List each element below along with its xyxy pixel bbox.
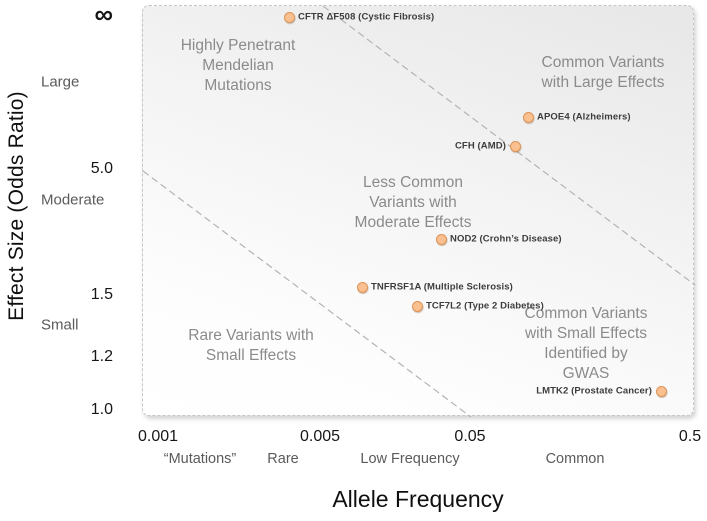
region-label-line: GWAS	[562, 365, 610, 382]
region-label-line: Moderate Effects	[354, 214, 472, 231]
region-label-line: with Small Effects	[524, 325, 648, 342]
y-axis-title: Effect Size (Odds Ratio)	[5, 91, 28, 321]
point-label: LMTK2 (Prostate Cancer)	[536, 385, 652, 397]
plot-area: Highly Penetrant Mendelian Mutations Common…	[142, 5, 696, 418]
y-tick-Small: Small	[41, 316, 79, 334]
region-label-line: Less Common	[363, 174, 463, 191]
x-tick-0.001: 0.001	[137, 428, 179, 445]
region-label-line: Variants with	[369, 194, 457, 211]
point-marker	[655, 385, 667, 397]
point-label: APOE4 (Alzheimers)	[537, 111, 631, 123]
region-label-rare-small: Rare Variants with Small Effects	[188, 326, 313, 366]
region-label-line: Common Variants	[541, 54, 665, 71]
boundary-dashed-line-2	[142, 170, 472, 418]
y-tick-1.0: 1.0	[90, 401, 113, 418]
x-axis-title: Allele Frequency	[332, 486, 504, 512]
x-tick-0.5: 0.5	[678, 428, 702, 445]
region-label-line: Mendelian	[202, 57, 274, 74]
point-marker	[356, 281, 368, 293]
point-marker	[283, 11, 295, 23]
boundary-lines-layer	[142, 5, 696, 418]
region-label-line: Highly Penetrant	[180, 37, 296, 54]
point-marker	[509, 140, 521, 152]
y-tick-1.5: 1.5	[90, 286, 113, 303]
region-label-line: with Large Effects	[541, 74, 665, 91]
boundary-dashed-line-1	[322, 5, 696, 286]
region-label-line: Small Effects	[205, 347, 297, 364]
point-marker	[435, 233, 447, 245]
region-label-common-large: Common Variants with Large Effects	[542, 53, 665, 93]
y-tick-Large: Large	[41, 73, 80, 91]
region-label-less-common-moderate: Less Common Variants with Moderate Effects	[355, 173, 472, 233]
point-label: TCF7L2 (Type 2 Diabetes)	[426, 300, 544, 312]
region-label-line: Common Variants	[524, 305, 648, 322]
region-label-line: Rare Variants with	[188, 327, 314, 344]
x-tick-Mutations: “Mutations”	[163, 451, 237, 467]
x-tick-Common: Common	[545, 451, 605, 467]
point-label: CFH (AMD)	[454, 140, 506, 152]
y-tick-∞: ∞	[94, 0, 113, 29]
x-tick-LowFrequency: Low Frequency	[360, 451, 460, 467]
point-label: NOD2 (Crohn’s Disease)	[450, 233, 562, 245]
point-marker	[411, 300, 423, 312]
x-tick-0.005: 0.005	[299, 428, 341, 445]
point-label: CFTR ΔF508 (Cystic Fibrosis)	[298, 11, 435, 23]
region-label-line: Mutations	[204, 77, 272, 94]
region-label-common-small-gwas: Common Variants with Small Effects Identif…	[525, 304, 648, 384]
x-tick-Rare: Rare	[267, 451, 299, 467]
x-tick-0.05: 0.05	[454, 428, 486, 445]
y-tick-5.0: 5.0	[90, 160, 113, 177]
region-label-line: Identified by	[544, 345, 628, 362]
region-label-highly-penetrant: Highly Penetrant Mendelian Mutations	[181, 36, 296, 96]
y-tick-Moderate: Moderate	[41, 191, 105, 209]
point-marker	[522, 111, 534, 123]
y-tick-1.2: 1.2	[90, 348, 113, 365]
point-label: TNFRSF1A (Multiple Sclerosis)	[371, 281, 513, 293]
